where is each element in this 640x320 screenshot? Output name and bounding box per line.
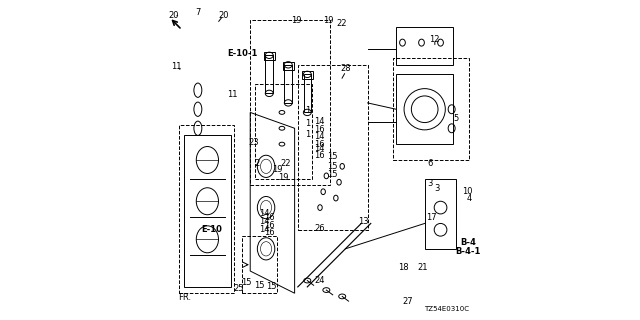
- Text: 14: 14: [314, 144, 324, 153]
- Text: 1: 1: [305, 106, 310, 115]
- Text: 1: 1: [305, 119, 310, 128]
- Bar: [393, 59, 469, 160]
- Text: 15: 15: [266, 282, 277, 292]
- Text: TZ54E0310C: TZ54E0310C: [424, 306, 469, 312]
- Bar: [264, 52, 275, 60]
- Text: 3: 3: [434, 184, 440, 193]
- Bar: [255, 84, 312, 179]
- Bar: [179, 125, 234, 293]
- Text: B-4: B-4: [460, 238, 476, 247]
- Bar: [425, 179, 456, 249]
- Bar: [396, 74, 453, 144]
- Text: FR.: FR.: [178, 293, 191, 302]
- Text: 19: 19: [278, 173, 289, 182]
- Text: 4: 4: [467, 194, 472, 203]
- Text: E-10: E-10: [201, 225, 222, 234]
- Text: 16: 16: [264, 220, 275, 229]
- Text: 21: 21: [418, 263, 428, 272]
- Text: 26: 26: [314, 224, 324, 233]
- Text: 2: 2: [255, 159, 260, 168]
- Text: 20: 20: [169, 11, 179, 20]
- Text: 22: 22: [281, 159, 291, 168]
- Text: 28: 28: [340, 63, 351, 73]
- Text: 19: 19: [323, 16, 333, 25]
- Text: 25: 25: [233, 284, 243, 293]
- Text: 6: 6: [428, 159, 433, 168]
- Bar: [396, 27, 453, 65]
- Text: 12: 12: [429, 35, 440, 44]
- Text: 22: 22: [337, 19, 347, 28]
- Text: 11: 11: [227, 91, 238, 100]
- Text: 3: 3: [428, 179, 433, 188]
- Text: 17: 17: [426, 212, 437, 222]
- Text: 15: 15: [241, 278, 252, 287]
- Text: 19: 19: [291, 16, 301, 25]
- Text: 16: 16: [314, 125, 324, 134]
- Text: E-10-1: E-10-1: [227, 49, 257, 58]
- Text: 14: 14: [259, 217, 269, 226]
- Text: 15: 15: [254, 281, 264, 290]
- Text: 7: 7: [195, 8, 200, 17]
- Text: 16: 16: [314, 140, 324, 148]
- Text: 15: 15: [327, 152, 337, 161]
- Bar: [243, 236, 277, 293]
- Text: 14: 14: [314, 117, 324, 126]
- Text: 19: 19: [273, 165, 283, 174]
- Text: 18: 18: [398, 263, 408, 272]
- Text: 13: 13: [358, 217, 369, 226]
- Text: 20: 20: [218, 11, 228, 20]
- Text: 15: 15: [327, 170, 337, 179]
- Bar: [301, 71, 313, 79]
- Text: 16: 16: [264, 228, 275, 237]
- Bar: [266, 55, 273, 93]
- Text: 5: 5: [454, 114, 459, 123]
- Bar: [283, 62, 294, 69]
- Text: 27: 27: [403, 297, 413, 306]
- Text: 14: 14: [259, 225, 269, 234]
- Text: 10: 10: [462, 187, 473, 196]
- Text: 11: 11: [172, 62, 182, 71]
- Text: B-4-1: B-4-1: [456, 247, 481, 257]
- Text: 14: 14: [259, 209, 269, 219]
- Text: 16: 16: [314, 151, 324, 160]
- Text: 1: 1: [305, 130, 310, 139]
- Text: 16: 16: [264, 212, 275, 222]
- Bar: [303, 74, 312, 112]
- Bar: [250, 20, 330, 185]
- Text: 24: 24: [314, 276, 324, 285]
- Text: 23: 23: [249, 138, 259, 147]
- Text: 14: 14: [314, 132, 324, 141]
- Bar: [284, 65, 292, 103]
- Text: 15: 15: [327, 162, 337, 171]
- Bar: [298, 65, 367, 230]
